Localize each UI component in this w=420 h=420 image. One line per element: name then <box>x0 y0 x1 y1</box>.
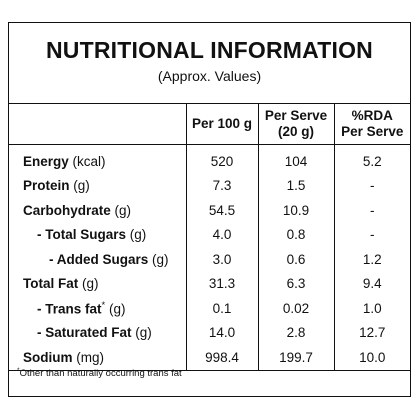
nutrient-row: Protein (g) 7.3 1.5- <box>9 173 410 199</box>
header-row: Per 100 g Per Serve (20 g) %RDA Per Serve <box>9 104 410 145</box>
column-header: Per Serve (20 g) <box>257 104 334 145</box>
column-header: Per 100 g <box>185 104 258 145</box>
nutrient-unit: (g) <box>82 276 99 292</box>
nutrient-unit: (mg) <box>76 349 105 365</box>
nutrient-value: 0.6 <box>257 247 334 272</box>
nutrient-unit: (g) <box>152 251 169 267</box>
nutrient-value: 5.2 <box>333 144 410 174</box>
nutrient-value: 1.2 <box>333 247 410 272</box>
nutrient-label: - Added Sugars (g) <box>9 247 186 272</box>
nutrient-value: 1.5 <box>257 173 334 198</box>
nutrient-unit: (kcal) <box>72 153 106 169</box>
column-header-line: %RDA <box>351 108 393 123</box>
nutrient-unit: (g) <box>129 227 147 243</box>
nutrient-value: 998.4 <box>185 345 258 370</box>
nutrient-value: - <box>333 222 410 247</box>
footnote: *Other than naturally occurring trans fa… <box>17 367 182 379</box>
nutrient-label: Protein (g) <box>9 174 186 199</box>
nutrient-row: - Saturated Fat (g) 14.0 2.8 12.7 <box>9 320 410 346</box>
nutrient-value: 0.02 <box>257 296 334 321</box>
title: NUTRITIONAL INFORMATION <box>46 37 373 63</box>
nutrient-value: 3.0 <box>185 247 258 272</box>
nutrient-value: 2.8 <box>257 320 334 345</box>
nutrient-value: 31.3 <box>185 271 258 296</box>
nutrient-unit: (g) <box>114 202 132 218</box>
column-header-line: Per Serve <box>341 124 404 139</box>
nutrient-value: 9.4 <box>333 271 410 296</box>
column-header: %RDA Per Serve <box>333 104 410 145</box>
nutrient-row: - Total Sugars (g) 4.0 0.8- <box>9 222 410 248</box>
nutrient-value: 10.0 <box>333 345 410 370</box>
nutrient-name: - Total Sugars <box>37 227 127 243</box>
nutrient-row: Carbohydrate (g) 54.5 10.9- <box>9 198 410 223</box>
nutrient-label: Sodium (mg) <box>9 345 186 370</box>
nutrient-name: Protein <box>23 178 70 194</box>
nutrient-label: Total Fat (g) <box>9 272 186 297</box>
nutrient-value: 14.0 <box>185 320 258 345</box>
nutrient-value: 10.9 <box>257 198 334 223</box>
table: Per 100 g Per Serve (20 g) %RDA Per Serve En… <box>9 103 410 371</box>
nutrient-row: Energy (kcal) 520 104 5.2 <box>9 144 410 174</box>
nutrient-name: Energy <box>23 153 69 169</box>
column-header-line: Per 100 g <box>191 116 253 131</box>
nutrient-row: - Added Sugars (g) 3.0 0.6 1.2 <box>9 247 410 272</box>
nutrient-value: 520 <box>185 144 258 174</box>
nutrient-label: - Total Sugars (g) <box>9 223 186 248</box>
nutrient-value: 0.8 <box>257 222 334 247</box>
nutrient-value: 7.3 <box>185 173 258 198</box>
nutrient-row: Total Fat (g) 31.3 6.3 9.4 <box>9 271 410 297</box>
footnote-text: Other than naturally occurring trans fat <box>19 368 182 380</box>
nutrient-value: 6.3 <box>257 271 334 296</box>
nutrition-table: Per 100 g Per Serve (20 g) %RDA Per Serve En… <box>9 104 410 370</box>
nutrient-name: Sodium <box>23 349 73 365</box>
nutrient-unit: (g) <box>73 178 90 194</box>
nutrient-value: 54.5 <box>185 198 258 223</box>
nutrient-label: - Saturated Fat (g) <box>9 321 186 346</box>
nutrient-row: Sodium (mg) 998.4 199.7 10.0 <box>9 345 410 370</box>
subtitle: (Approx. Values) <box>157 68 262 84</box>
label-box: NUTRITIONAL INFORMATION (Approx. Values)… <box>8 22 411 397</box>
nutrient-label: Carbohydrate (g) <box>9 198 186 223</box>
column-header-line: (20 g) <box>277 124 314 139</box>
nutrient-unit: (g) <box>135 325 152 341</box>
nutrient-value: 104 <box>257 144 334 174</box>
nutrient-row: - Trans fat* (g) 0.1 0.02 1.0 <box>9 296 410 321</box>
nutrient-name: Carbohydrate <box>23 202 111 218</box>
nutrient-name: - Saturated Fat <box>37 325 132 341</box>
nutrient-value: 4.0 <box>185 222 258 247</box>
nutrient-value: 12.7 <box>333 320 410 345</box>
nutrient-label: Energy (kcal) <box>9 145 186 174</box>
nutrient-value: - <box>333 173 410 198</box>
nutrient-name: - Added Sugars <box>49 251 149 267</box>
nutrient-value: 199.7 <box>257 345 334 370</box>
column-header-line: Per Serve <box>264 108 328 123</box>
nutrient-name: Total Fat <box>23 276 79 292</box>
nutrient-value: 0.1 <box>185 296 258 321</box>
nutrient-unit: (g) <box>108 301 126 317</box>
footnote-mark: * <box>17 367 20 374</box>
nutrient-label: - Trans fat* (g) <box>9 296 186 321</box>
nutrient-name: - Trans fat <box>37 301 102 317</box>
nutrient-mark: * <box>101 300 106 311</box>
nutrient-value: - <box>333 198 410 223</box>
nutrient-value: 1.0 <box>333 296 410 321</box>
